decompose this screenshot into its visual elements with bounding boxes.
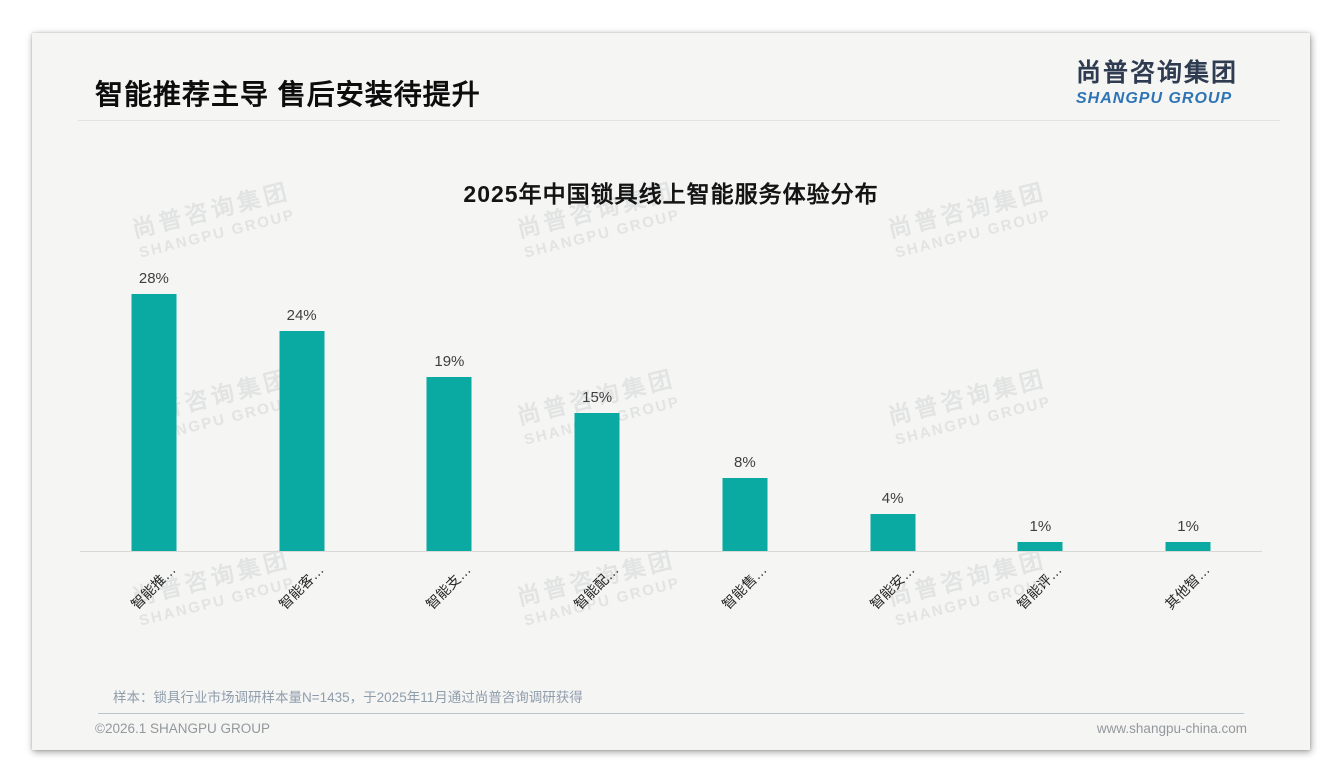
x-axis-label: 智能客…	[275, 561, 327, 613]
bar-8	[1165, 541, 1211, 551]
bar-value-label: 8%	[734, 453, 756, 471]
bar-value-label: 24%	[286, 306, 317, 324]
bar-value-label: 28%	[138, 269, 169, 287]
bar-slot-7: 1% 智能评…	[967, 233, 1115, 612]
x-axis-label: 智能售…	[718, 561, 770, 613]
footer-divider	[98, 713, 1244, 714]
bar-1	[131, 293, 177, 551]
copyright-text: ©2026.1 SHANGPU GROUP	[95, 721, 271, 736]
website-url: www.shangpu-china.com	[1096, 721, 1247, 736]
x-axis-label: 智能推…	[127, 561, 179, 613]
bar-slot-5: 8% 智能售…	[671, 233, 819, 613]
company-logo: 尚普咨询集团 SHANGPU GROUP	[1076, 53, 1238, 108]
sample-footnote: 样本：锁具行业市场调研样本量N=1435，于2025年11月通过尚普咨询调研获得	[113, 690, 583, 705]
bar-value-label: 19%	[434, 352, 465, 370]
x-axis-label: 智能安…	[866, 561, 918, 613]
bar-value-label: 4%	[881, 490, 904, 508]
logo-english-text: SHANGPU GROUP	[1075, 90, 1233, 107]
bar-5	[722, 477, 768, 551]
header-divider	[78, 120, 1280, 121]
bar-3	[426, 376, 472, 551]
bar-slot-1: 28% 智能推…	[80, 233, 228, 612]
x-axis-label: 其他智…	[1161, 561, 1213, 613]
bar-slot-4: 15% 智能配…	[523, 233, 671, 612]
bar-value-label: 1%	[1177, 517, 1199, 535]
bar-slot-3: 19% 智能支…	[376, 233, 524, 613]
bar-slot-2: 24% 智能客…	[228, 233, 376, 613]
bar-value-label: 1%	[1029, 517, 1052, 535]
bar-6	[870, 514, 916, 551]
bar-value-label: 15%	[582, 389, 613, 407]
chart-title: 2025年中国锁具线上智能服务体验分布	[463, 181, 879, 207]
bar-slot-6: 4% 智能安…	[819, 233, 967, 612]
footer: ©2026.1 SHANGPU GROUP www.shangpu-china.…	[95, 721, 1247, 736]
logo-chinese-text: 尚普咨询集团	[1075, 59, 1238, 87]
bar-2	[279, 330, 325, 551]
slide-card: 尚普咨询集团 SHANGPU GROUP 尚普咨询集团 SHANGPU GROUP 尚普…	[32, 33, 1310, 750]
bar-7	[1017, 541, 1063, 551]
plot-area: 28% 智能推… 24% 智能客… 19% 智能支… 15% 智能配… 8% 智能售… 4% 智能安……	[80, 233, 1262, 613]
bar-4	[574, 413, 620, 551]
x-axis-label: 智能配…	[570, 561, 622, 613]
x-axis-label: 智能支…	[423, 561, 475, 613]
x-axis-label: 智能评…	[1014, 561, 1066, 613]
bar-slot-8: 1% 其他智…	[1114, 233, 1262, 612]
page-title: 智能推荐主导 售后安装待提升	[95, 79, 481, 110]
